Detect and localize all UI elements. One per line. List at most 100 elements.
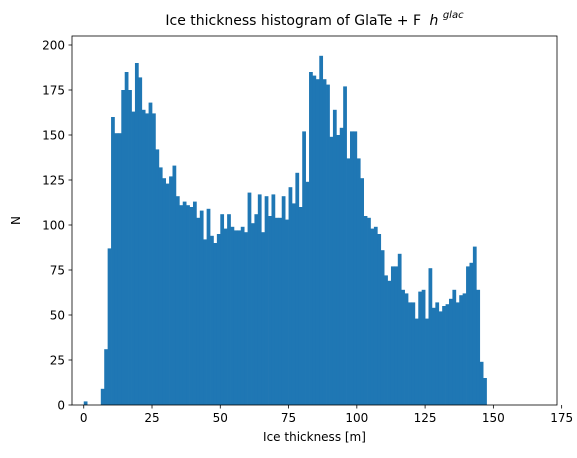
histogram-bar — [291, 203, 296, 405]
histogram-bar — [220, 214, 225, 405]
histogram-bar — [305, 181, 310, 405]
histogram-bar — [131, 111, 136, 405]
histogram-bar — [196, 217, 201, 405]
histogram-bar — [411, 302, 416, 405]
histogram-bar — [363, 216, 368, 405]
histogram-bar — [203, 239, 207, 405]
histogram-bar — [455, 302, 460, 405]
plot-frame — [71, 35, 558, 406]
histogram-bar — [435, 302, 440, 405]
histogram-bar — [390, 266, 395, 405]
y-tick-label: 25 — [50, 353, 65, 367]
histogram-bar — [145, 113, 149, 406]
histogram-bar — [268, 216, 272, 405]
histogram-bar — [285, 219, 289, 405]
histogram-bar — [370, 228, 375, 405]
x-tick-label: 175 — [550, 411, 573, 425]
histogram-bar — [418, 291, 423, 405]
y-tick-label: 175 — [42, 83, 65, 97]
histogram-bar — [148, 102, 153, 405]
histogram-bar — [367, 217, 371, 405]
chart-title: Ice thickness histogram of GlaTe + F h g… — [165, 10, 464, 29]
histogram-bar — [397, 253, 402, 405]
histogram-bar — [431, 307, 436, 405]
histogram-bar — [312, 75, 317, 405]
histogram-bar — [247, 192, 252, 405]
histogram-bar — [162, 178, 167, 405]
histogram-bar — [459, 295, 463, 405]
histogram-bar — [442, 306, 446, 405]
histogram-bar — [233, 230, 238, 405]
histogram-bar — [425, 318, 429, 405]
histogram-bar — [472, 246, 477, 405]
histogram-bar — [329, 136, 334, 406]
histogram-bar — [254, 214, 259, 405]
histogram-bar — [326, 84, 330, 405]
histogram-bar — [387, 280, 392, 405]
histogram-bar — [261, 232, 266, 405]
histogram-bar — [182, 201, 187, 405]
histogram-bar — [138, 77, 143, 406]
histogram-bar — [155, 149, 160, 405]
histogram-bar — [339, 127, 344, 406]
histogram-bar — [394, 266, 399, 405]
y-axis-ticks: 0 25 50 75 100 125 150 175 200 — [42, 38, 72, 412]
histogram-bar — [186, 205, 190, 405]
histogram-bar — [251, 223, 255, 405]
histogram-bar — [244, 232, 248, 405]
histogram-bar — [141, 109, 146, 406]
histogram-bar — [445, 304, 450, 405]
histogram-bar — [169, 176, 173, 405]
histogram-bar — [466, 266, 470, 405]
histogram-bar — [257, 194, 262, 405]
histogram-bar — [230, 226, 235, 405]
histogram-bar — [83, 401, 88, 405]
histogram-bar — [100, 388, 105, 405]
histogram-bar — [353, 131, 358, 405]
histogram-bar — [476, 289, 481, 405]
histogram-bar — [179, 205, 184, 405]
y-tick-label: 0 — [57, 398, 65, 412]
histogram-bar — [302, 131, 306, 405]
x-tick-label: 25 — [144, 411, 159, 425]
x-tick-label: 50 — [213, 411, 228, 425]
histogram-bar — [414, 318, 419, 405]
histogram-bar — [438, 311, 443, 405]
x-tick-label: 75 — [281, 411, 296, 425]
histogram-bar — [210, 235, 214, 405]
histogram-bar — [165, 183, 170, 405]
x-tick-label: 0 — [80, 411, 88, 425]
histogram-bar — [223, 228, 228, 405]
histogram-bar — [377, 234, 382, 405]
histogram-bar — [216, 234, 221, 405]
histogram-bar — [404, 293, 409, 405]
y-tick-label: 100 — [42, 218, 65, 232]
chart-title-math: h — [429, 13, 438, 29]
x-tick-label: 125 — [414, 411, 437, 425]
histogram-bar — [336, 135, 341, 405]
y-tick-label: 200 — [42, 38, 65, 52]
histogram-bar — [134, 63, 139, 405]
histogram-bar — [117, 133, 122, 405]
histogram-bar — [373, 226, 378, 405]
histogram-bar — [319, 55, 324, 406]
histogram-bar — [322, 79, 327, 405]
histogram-bar — [237, 230, 242, 405]
histogram-bar — [332, 109, 337, 406]
histogram-bar — [206, 208, 211, 405]
histogram-bar — [175, 196, 180, 405]
histogram-bar — [448, 298, 453, 405]
histogram-bar — [121, 90, 126, 405]
histogram-bar — [213, 243, 218, 405]
chart-title-text: Ice thickness histogram of GlaTe + F — [165, 13, 421, 29]
histogram-bar — [107, 248, 112, 405]
histogram-bar — [346, 158, 351, 405]
histogram-bar — [128, 90, 132, 405]
y-axis-label: N — [9, 216, 23, 225]
y-tick-label: 125 — [42, 173, 65, 187]
histogram-bar — [360, 178, 364, 405]
histogram-bar — [462, 293, 467, 405]
histogram-bar — [421, 289, 426, 405]
histogram-bar — [158, 167, 163, 405]
